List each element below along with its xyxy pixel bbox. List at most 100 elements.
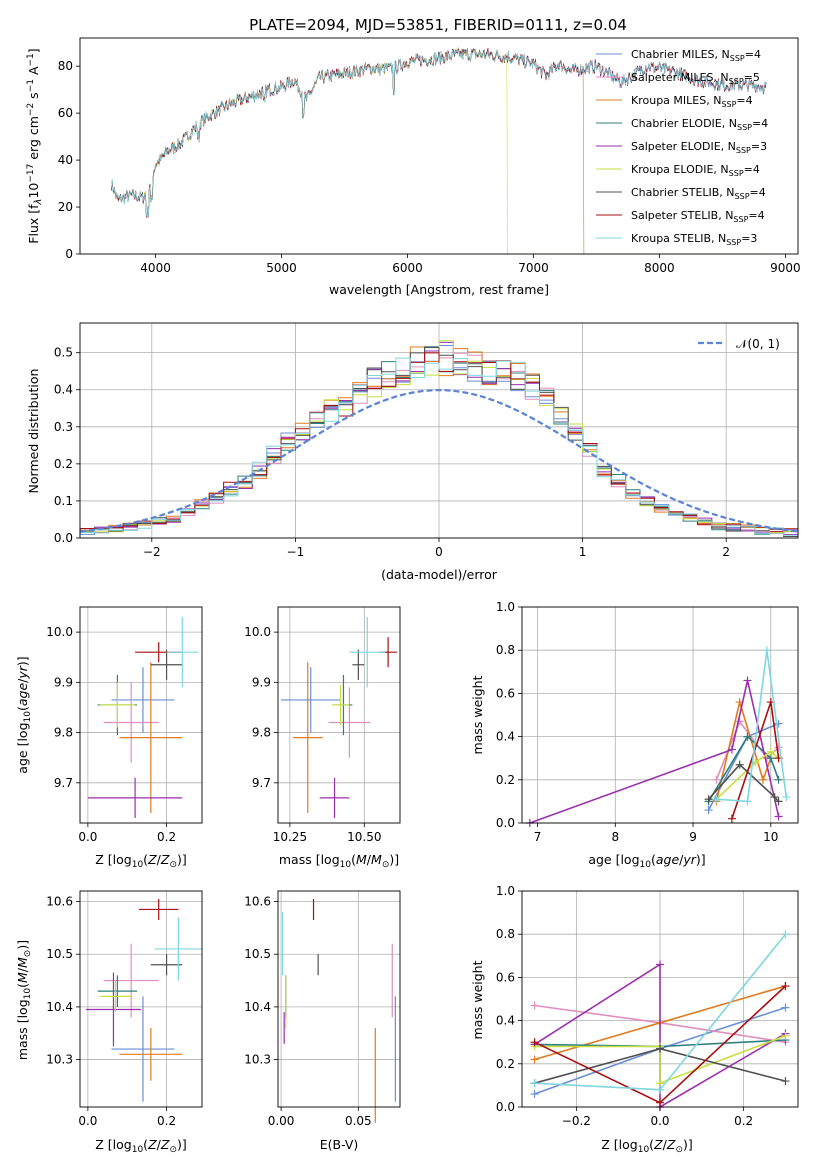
legend-entry: Salpeter MILES, NSSP=5 [631,71,760,86]
mass-vs-Z-panel: 0.0 0.2 10.3 10.4 10.5 10.6 [46,890,203,1128]
ageM-frame [277,606,401,824]
mZ-grid [80,891,202,1107]
y-tick-label: 0.2 [496,1057,515,1071]
y-tick-label: 0.2 [496,773,515,787]
y-tick-label: 9.7 [252,776,271,790]
weight-series-line [707,735,780,802]
ageM-points [280,617,398,818]
weight-marker [781,1077,790,1086]
y-tick-label: 10.6 [46,895,73,909]
weight-marker [735,760,744,769]
legend-entry: Kroupa MILES, NSSP=4 [631,94,753,109]
y-tick-label: 0.6 [496,970,515,984]
weight-marker [774,775,783,784]
weight-marker [530,1001,539,1010]
weight-marker [530,1090,539,1099]
x-tick-label: 10.25 [273,830,307,844]
weight-marker [530,1038,539,1047]
wAge-ylabel: mass weight [470,675,485,754]
legend-entry: Kroupa ELODIE, NSSP=4 [631,163,760,178]
ageZ-frame [79,606,203,824]
spectrum-panel: PLATE=2094, MJD=53851, FIBERID=0111, z=0… [26,16,801,297]
gaussian-curve [79,389,799,533]
spectrum-legend: Chabrier MILES, NSSP=4 Salpeter MILES, NS… [596,48,768,247]
wZ-ylabel: mass weight [470,960,485,1039]
y-tick-label: 10.3 [46,1053,73,1067]
weight-marker [712,795,721,804]
mE-points [282,898,396,1123]
y-tick-label: 10.4 [244,1000,271,1014]
weight-marker [743,797,752,806]
y-tick-label: 10.4 [46,1000,73,1014]
y-tick-label: 10.5 [244,947,271,961]
weight-vs-age-panel: 7 8 9 10 0.0 0.2 0.4 0.6 0.8 1.0 [496,600,799,844]
mass-vs-ebv-panel: 0.00 0.05 10.3 10.4 10.5 10.6 [244,890,401,1128]
residual-histogram [79,357,799,538]
weight-marker [735,717,744,726]
weight-marker [774,797,783,806]
x-tick-label: 4000 [140,261,171,275]
weight-marker [656,960,664,969]
y-tick-label: 40 [58,153,73,167]
x-tick-label: 0.0 [650,1114,669,1128]
y-tick-label: 10.5 [46,947,73,961]
x-tick-label: 10 [763,830,778,844]
mE-xlabel: E(B-V) [320,1137,359,1152]
weight-marker [743,732,752,741]
y-tick-label: 60 [58,106,73,120]
wAge-xlabel: age [log10(age/yr)] [588,852,705,870]
x-tick-label: 7 [534,830,542,844]
wZ-series [530,930,790,1111]
x-tick-label: 0 [435,545,443,559]
legend-entry: Salpeter STELIB, NSSP=4 [631,209,765,224]
y-tick-label: 10.6 [244,895,271,909]
legend-entry: Chabrier ELODIE, NSSP=4 [631,117,768,132]
weight-marker [782,793,791,802]
age-vs-Z-panel: 0.0 0.2 9.7 9.8 9.9 10.0 [46,606,203,844]
legend-entry: Kroupa STELIB, NSSP=3 [631,232,757,247]
x-tick-label: 1 [579,545,587,559]
y-tick-label: 10.0 [46,625,73,639]
mZ-xlabel: Z [log10(Z/Z⊙)] [95,1137,187,1155]
legend-entry: Salpeter ELODIE, NSSP=3 [631,140,767,155]
weight-marker [743,676,752,685]
y-tick-label: 0 [65,247,73,261]
x-tick-label: 0.2 [734,1114,753,1128]
y-tick-label: 0.4 [54,383,73,397]
y-tick-label: 0.0 [496,816,515,830]
x-tick-label: −0.2 [562,1114,591,1128]
x-tick-label: 0.00 [268,1114,295,1128]
ageM-grid [278,607,400,823]
x-tick-label: 6000 [392,261,423,275]
y-tick-label: 9.9 [54,675,73,689]
weight-marker [656,1085,664,1094]
weight-marker [530,1079,539,1088]
gaussian-legend-label: 𝒩(0, 1) [736,337,780,351]
residual-panel: −2 −1 0 1 2 0.0 0.1 0.2 0.3 0.4 0.5 (data-model)/e… [26,322,799,582]
y-tick-label: 0.8 [496,927,515,941]
y-tick-label: 0.0 [54,531,73,545]
x-tick-label: 8000 [644,261,675,275]
x-tick-label: 7000 [518,261,549,275]
x-tick-label: 10.50 [347,830,381,844]
weight-marker [704,806,713,815]
weight-marker [727,814,736,823]
wAge-series [525,646,791,827]
y-tick-label: 0.2 [54,457,73,471]
weight-marker [770,793,779,802]
mZ-points [85,898,202,1102]
residual-histogram [79,352,799,538]
y-tick-label: 9.7 [54,776,73,790]
legend-entry: Chabrier STELIB, NSSP=4 [631,186,766,201]
wZ-xlabel: Z [log10(Z/Z⊙)] [601,1137,693,1155]
weight-marker [766,747,775,756]
weight-series-line [529,680,780,824]
weight-marker [727,745,736,754]
y-tick-label: 0.0 [496,1100,515,1114]
spectrum-xlabel: wavelength [Angstrom, rest frame] [329,282,549,297]
y-tick-label: 20 [58,200,73,214]
ageZ-points [87,617,199,818]
weight-marker [759,775,768,784]
mZ-ylabel: mass [log10(M/M⊙)] [15,940,33,1060]
